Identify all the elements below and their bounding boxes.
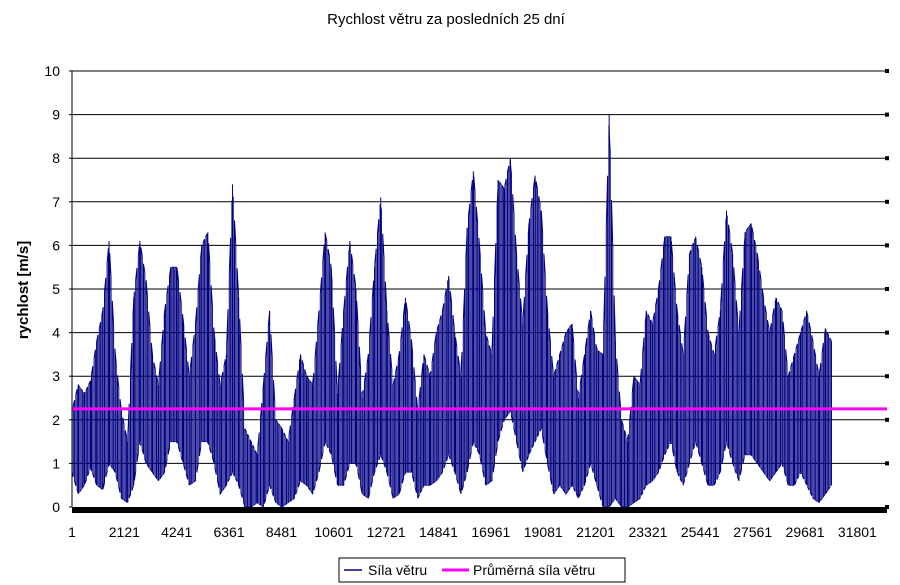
y-tick-label-4: 4: [52, 325, 60, 341]
right-marker-5: [885, 287, 889, 291]
y-tick-label-5: 5: [52, 281, 60, 297]
right-marker-3: [885, 374, 889, 379]
x-tick-label-1: 1: [68, 524, 76, 540]
x-tick-label-8481: 8481: [266, 524, 297, 540]
right-marker-6: [885, 243, 889, 248]
x-tick-label-16961: 16961: [471, 524, 510, 540]
x-tick-label-25441: 25441: [681, 524, 720, 540]
right-marker-10: [885, 69, 889, 73]
x-tick-label-19081: 19081: [524, 524, 563, 540]
x-tick-label-2121: 2121: [109, 524, 140, 540]
x-tick-label-29681: 29681: [786, 524, 825, 540]
right-marker-7: [885, 199, 889, 204]
right-marker-4: [885, 330, 889, 335]
y-tick-label-8: 8: [52, 150, 60, 166]
x-tick-label-12721: 12721: [367, 524, 406, 540]
y-tick-label-2: 2: [52, 412, 60, 428]
y-tick-label-10: 10: [44, 63, 60, 79]
y-tick-label-3: 3: [52, 368, 60, 384]
right-marker-9: [885, 112, 889, 117]
y-tick-label-6: 6: [52, 237, 60, 253]
y-tick-label-1: 1: [52, 455, 60, 471]
y-axis-label: rychlost [m/s]: [15, 241, 32, 339]
legend-label-wind: Síla větru: [368, 562, 427, 578]
y-tick-label-0: 0: [52, 499, 60, 515]
chart-title: Rychlost větru za posledních 25 dní: [327, 11, 565, 28]
x-tick-label-14841: 14841: [419, 524, 458, 540]
y-tick-label-7: 7: [52, 194, 60, 210]
legend-label-average: Průměrná síla větru: [473, 562, 595, 578]
x-tick-label-31801: 31801: [838, 524, 877, 540]
legend-box: [338, 557, 626, 583]
right-marker-8: [885, 156, 889, 161]
y-tick-label-9: 9: [52, 107, 60, 123]
x-tick-label-10601: 10601: [314, 524, 353, 540]
x-tick-label-4241: 4241: [161, 524, 192, 540]
x-tick-label-21201: 21201: [576, 524, 615, 540]
x-tick-label-6361: 6361: [213, 524, 244, 540]
x-tick-label-27561: 27561: [733, 524, 772, 540]
series-layer: [71, 114, 887, 509]
y-tick-labels: 0 1 2 3 4 5 6 7 8 9 10: [44, 63, 72, 515]
legend: Síla větru Průměrná síla větru: [338, 557, 626, 583]
x-tick-labels: 1 2121 4241 6361 8481 10601 12721 14841 16961 190…: [68, 524, 877, 540]
right-marker-2: [885, 417, 889, 422]
series-line-sila-vetru: [71, 125, 832, 509]
x-tick-label-23321: 23321: [628, 524, 667, 540]
right-marker-1: [885, 461, 889, 466]
